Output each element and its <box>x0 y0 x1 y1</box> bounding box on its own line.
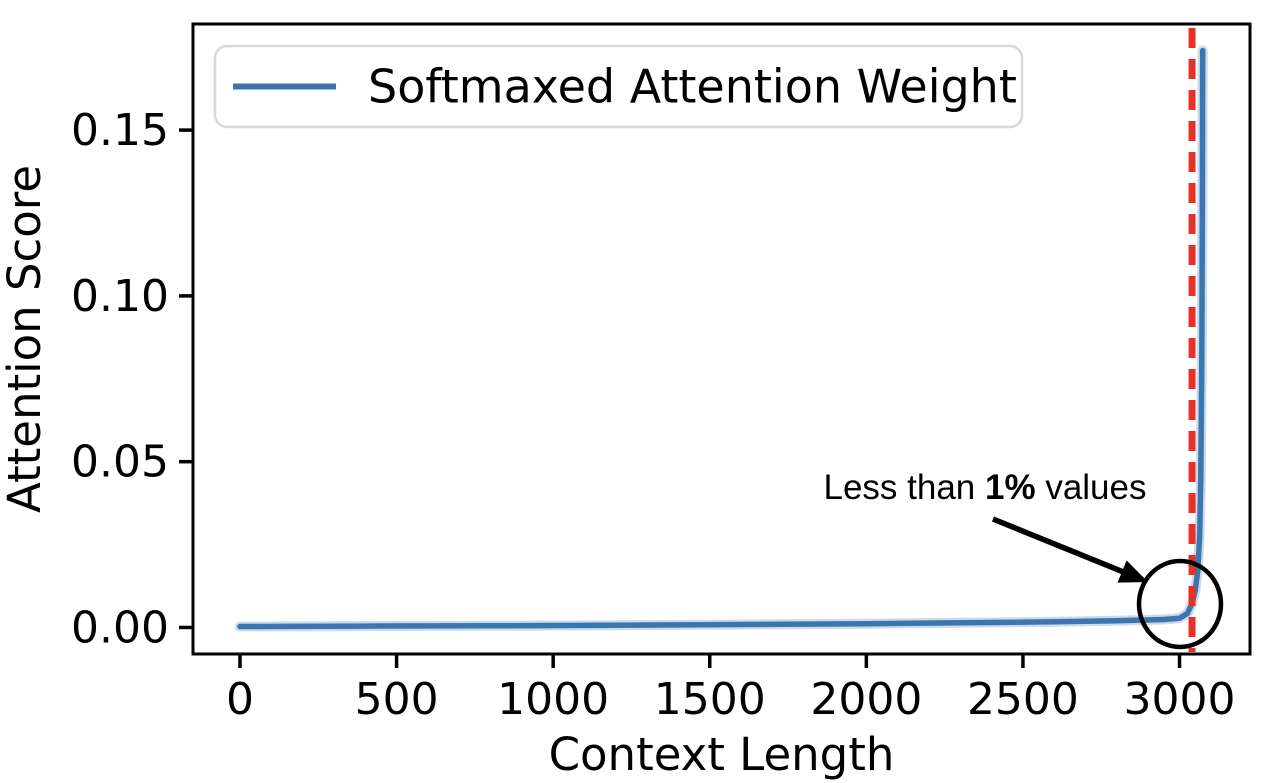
series-line-glow <box>235 45 1208 632</box>
x-tick-label: 2500 <box>967 674 1079 725</box>
legend-box <box>213 44 1024 129</box>
x-tick-label: 0 <box>226 674 254 725</box>
series-line-softmaxed-attention-weight <box>237 47 1206 630</box>
annotation-arrow-shaft <box>991 516 1129 577</box>
annotation-text: Less than 1% values <box>824 468 1147 507</box>
x-tick-label: 1500 <box>654 674 766 725</box>
y-tick-label: 0.00 <box>71 602 169 653</box>
x-tick-label: 1000 <box>497 674 609 725</box>
plot-frame <box>191 22 1252 656</box>
x-tick-label: 3000 <box>1124 674 1236 725</box>
y-tick-label: 0.05 <box>71 437 169 488</box>
x-tick-label: 500 <box>355 674 439 725</box>
legend-label: Softmaxed Attention Weight <box>368 60 1017 114</box>
x-axis-label: Context Length <box>549 728 895 781</box>
highlight-circle <box>1136 558 1224 650</box>
x-tick-label: 2000 <box>810 674 922 725</box>
y-tick-label: 0.15 <box>71 105 169 156</box>
annotation-arrow-head <box>1117 560 1148 583</box>
y-tick-label: 0.10 <box>71 271 169 322</box>
y-axis-label: Attention Score <box>0 165 51 513</box>
